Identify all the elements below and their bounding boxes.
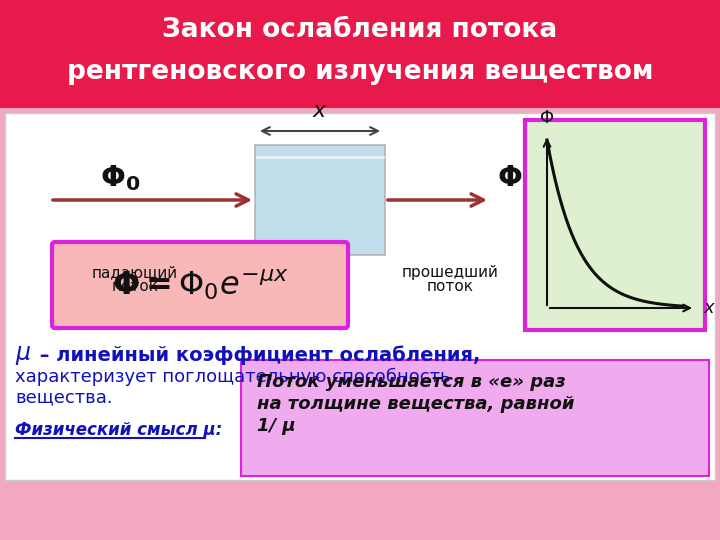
Text: характеризует поглощательную способность: характеризует поглощательную способность xyxy=(15,368,451,386)
Text: вещества.: вещества. xyxy=(15,388,112,406)
Text: поток: поток xyxy=(426,279,474,294)
Text: рентгеновского излучения веществом: рентгеновского излучения веществом xyxy=(67,59,653,85)
Text: падающий: падающий xyxy=(92,265,178,280)
Bar xyxy=(0,0,720,108)
Text: – линейный коэффициент ослабления,: – линейный коэффициент ослабления, xyxy=(33,345,480,365)
Text: на толщине вещества, равной: на толщине вещества, равной xyxy=(257,395,575,413)
Text: поток: поток xyxy=(112,279,158,294)
Text: $\mathbf{\Phi}$: $\mathbf{\Phi}$ xyxy=(498,164,523,192)
Text: прошедший: прошедший xyxy=(402,265,498,280)
Text: $x$: $x$ xyxy=(703,299,716,317)
Text: $\mathbf{\Phi_0}$: $\mathbf{\Phi_0}$ xyxy=(100,163,140,193)
FancyBboxPatch shape xyxy=(525,120,705,330)
FancyBboxPatch shape xyxy=(5,113,715,480)
Text: $x$: $x$ xyxy=(312,101,328,121)
Text: Физический смысл μ:: Физический смысл μ: xyxy=(15,421,222,439)
Text: 1/ μ: 1/ μ xyxy=(257,417,296,435)
Text: $\Phi$: $\Phi$ xyxy=(539,109,554,127)
Text: $\boldsymbol{\Phi = \Phi_0 e^{-\mu x}}$: $\boldsymbol{\Phi = \Phi_0 e^{-\mu x}}$ xyxy=(112,268,289,302)
FancyBboxPatch shape xyxy=(241,360,709,476)
FancyBboxPatch shape xyxy=(255,145,385,255)
Text: Закон ослабления потока: Закон ослабления потока xyxy=(163,17,557,43)
Text: Поток уменьшается в «е» раз: Поток уменьшается в «е» раз xyxy=(257,373,566,391)
Text: $\mu$: $\mu$ xyxy=(15,343,31,367)
FancyBboxPatch shape xyxy=(52,242,348,328)
